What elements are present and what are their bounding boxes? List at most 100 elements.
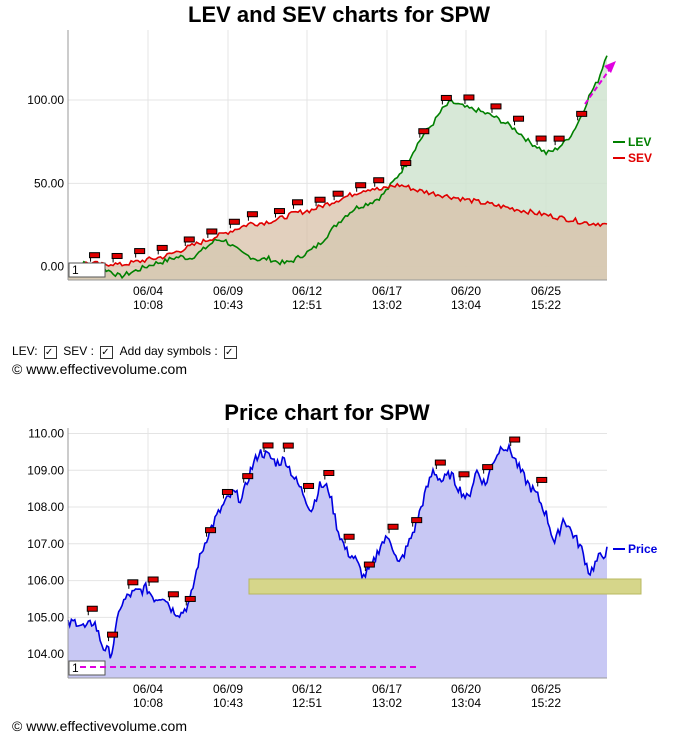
day-symbol-flag (458, 471, 470, 478)
x-tick-label: 06/04 (133, 682, 163, 696)
day-symbol-flag (576, 110, 588, 117)
day-symbol-flag (482, 464, 494, 471)
day-symbol-flag (282, 442, 294, 449)
day-symbol-flag (463, 94, 475, 101)
day-symbol-flag (221, 488, 233, 495)
x-tick-label: 06/04 (133, 284, 163, 298)
x-tick-label: 12:51 (292, 696, 322, 710)
sev-legend-label: SEV (628, 151, 652, 165)
trend-arrow-head (604, 61, 616, 73)
day-symbols-toggle-label: Add day symbols : (119, 344, 218, 358)
y-tick-label: 100.00 (27, 93, 64, 107)
x-tick-label: 06/17 (372, 284, 402, 298)
day-symbol-flag (553, 135, 565, 142)
x-tick-label: 06/25 (531, 682, 561, 696)
price-legend-label: Price (628, 542, 658, 556)
day-symbol-flag (418, 128, 430, 135)
day-symbol-flag (387, 523, 399, 530)
day-symbol-flag (262, 442, 274, 449)
day-symbol-flag (535, 135, 547, 142)
day-symbol-flag (127, 579, 139, 586)
day-symbol-flag (184, 595, 196, 602)
x-tick-label: 06/09 (213, 682, 243, 696)
x-tick-label: 13:02 (372, 696, 402, 710)
day-symbol-flag (246, 211, 258, 218)
day-symbol-flag (134, 248, 146, 255)
day-symbol-flag (156, 244, 168, 251)
price-line (67, 442, 608, 659)
day-symbol-flag (332, 190, 344, 197)
day-symbol-flag (490, 103, 502, 110)
x-tick-label: 10:08 (133, 696, 163, 710)
day-symbol-flag (314, 196, 326, 203)
copyright-text-bottom: © www.effectivevolume.com (12, 718, 188, 734)
x-tick-label: 06/20 (451, 284, 481, 298)
day-symbol-flag (303, 482, 315, 489)
day-symbol-flag (363, 561, 375, 568)
x-tick-label: 06/12 (292, 284, 322, 298)
x-tick-label: 10:08 (133, 298, 163, 312)
day-symbol-flag (111, 252, 123, 259)
day-symbol-flag (147, 576, 159, 583)
copyright-text: © www.effectivevolume.com (12, 361, 188, 377)
x-tick-label: 06/25 (531, 284, 561, 298)
day-symbol-flag (228, 218, 240, 225)
price-chart-title: Price chart for SPW (224, 400, 430, 425)
support-zone (248, 578, 642, 595)
day-symbol-flag (273, 208, 285, 215)
y-tick-label: 108.00 (27, 500, 64, 514)
y-tick-label: 104.00 (27, 647, 64, 661)
lev-checkbox[interactable]: ✓ (43, 346, 57, 359)
x-tick-label: 10:43 (213, 696, 243, 710)
day-symbols-checkbox[interactable]: ✓ (224, 346, 238, 359)
y-tick-label: 50.00 (34, 176, 64, 190)
day-symbol-flag (513, 115, 525, 122)
day-symbol-flag (205, 527, 217, 534)
y-tick-label: 0.00 (41, 260, 65, 274)
day-symbol-flag (323, 469, 335, 476)
sev-checkbox[interactable]: ✓ (100, 346, 114, 359)
day-symbol-flag (206, 228, 218, 235)
day-symbol-flag (373, 177, 385, 184)
day-symbol-flag (107, 631, 119, 638)
day-symbol-flag (411, 517, 423, 524)
day-symbol-flag (440, 94, 452, 101)
sev-toggle-label: SEV : (63, 344, 94, 358)
x-tick-label: 12:51 (292, 298, 322, 312)
y-tick-label: 110.00 (28, 427, 64, 441)
day-symbol-flag (400, 160, 412, 167)
price-area (68, 445, 607, 678)
x-tick-label: 13:04 (451, 696, 481, 710)
day-marker-box (68, 262, 106, 278)
x-tick-label: 06/12 (292, 682, 322, 696)
sev-area (68, 183, 607, 280)
x-tick-label: 15:22 (531, 696, 561, 710)
y-tick-label: 106.00 (27, 574, 64, 588)
day-symbol-flag (89, 252, 101, 259)
lev-toggle-label: LEV: (12, 344, 38, 358)
day-symbol-flag (86, 605, 98, 612)
lev-sev-chart-title: LEV and SEV charts for SPW (188, 2, 490, 27)
x-tick-label: 06/17 (372, 682, 402, 696)
day-symbol-flag (242, 473, 254, 480)
x-tick-label: 13:04 (451, 298, 481, 312)
day-symbol-flag (183, 236, 195, 243)
day-symbol-flag (167, 591, 179, 598)
y-tick-label: 105.00 (27, 610, 64, 624)
x-tick-label: 06/09 (213, 284, 243, 298)
x-tick-label: 15:22 (531, 298, 561, 312)
day-symbol-flag (434, 459, 446, 466)
day-marker-label: 1 (72, 263, 79, 277)
y-tick-label: 107.00 (27, 537, 64, 551)
day-marker-label: 1 (72, 661, 79, 675)
day-symbol-flag (355, 182, 367, 189)
y-tick-label: 109.00 (27, 463, 64, 477)
day-symbol-flag (343, 533, 355, 540)
day-symbol-flag (536, 476, 548, 483)
x-tick-label: 06/20 (451, 682, 481, 696)
sev-line (67, 182, 608, 270)
lev-legend-label: LEV (628, 135, 651, 149)
series-toggles: LEV: ✓ SEV : ✓ Add day symbols : ✓ (12, 344, 240, 359)
